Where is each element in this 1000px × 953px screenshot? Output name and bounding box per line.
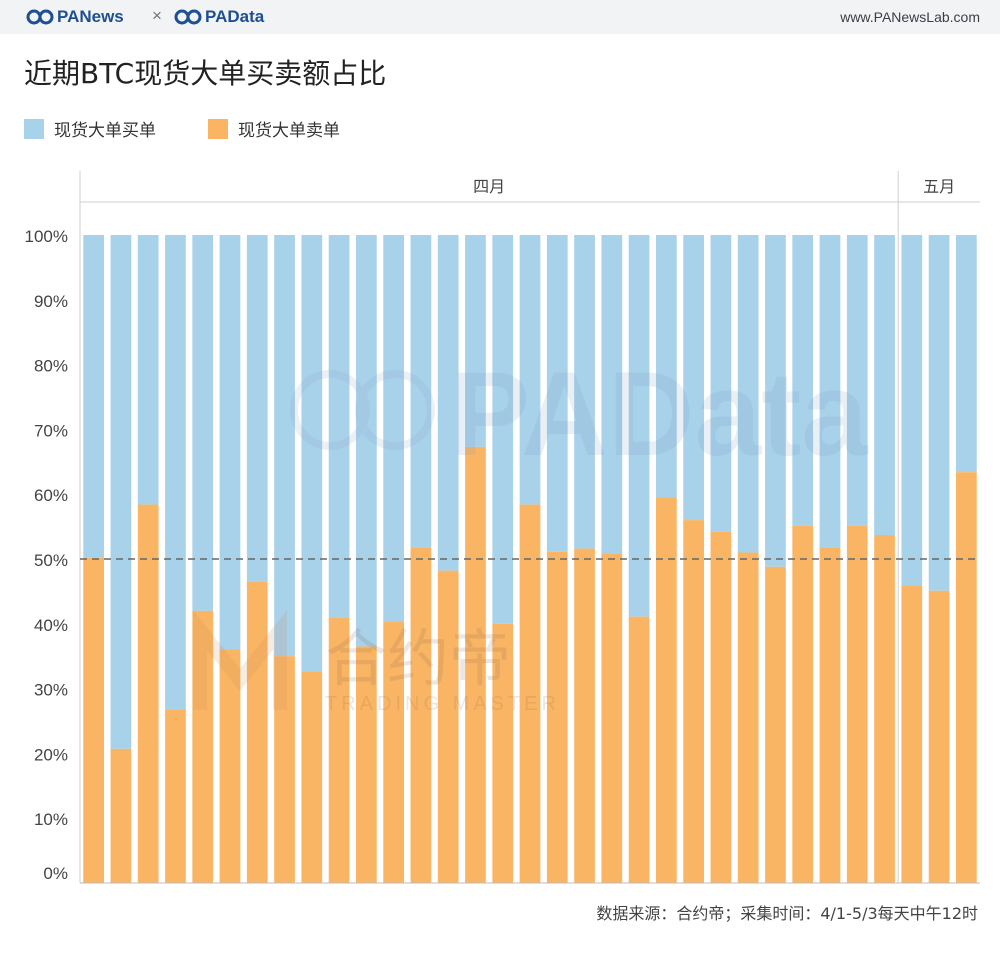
top-bar: PANews × PAData www.PANewsLab.com [0,0,1000,34]
brand-right-text: PAData [205,7,265,26]
bar-buy-4/15 [465,235,486,447]
bar-sell-4/28 [819,547,841,883]
bar-sell-4/4 [165,709,186,883]
padata-logo: PAData [174,7,264,27]
bar-sell-4/12 [383,621,404,883]
brand-separator: × [152,6,162,25]
bar-sell-4/3 [137,504,159,883]
y-tick-label-3: 70% [34,421,68,440]
bar-sell-4/14 [437,570,459,883]
y-tick-label-4: 60% [34,486,68,505]
bar-buy-4/9 [301,235,323,672]
y-tick-label-0: 100% [25,227,68,246]
bar-sell-5/1 [901,585,923,883]
bar-sell-4/9 [301,671,323,883]
bar-buy-4/30 [874,235,895,536]
bar-buy-4/29 [846,235,868,526]
bar-sell-4/2 [110,748,132,883]
bar-buy-4/28 [819,235,841,548]
bar-buy-5/1 [901,235,923,586]
bar-sell-4/25 [737,552,759,883]
legend-item-buy: 现货大单买单 [24,116,156,141]
legend-label-buy: 现货大单买单 [54,121,156,141]
bar-buy-4/23 [683,235,704,521]
bar-sell-4/17 [519,504,541,883]
legend-label-sell: 现货大单卖单 [238,121,340,141]
bar-buy-4/27 [792,235,814,526]
bar-sell-4/20 [601,553,623,883]
bar-sell-4/19 [574,548,595,883]
bar-buy-4/26 [765,235,786,567]
panews-logo: PANews [26,7,124,27]
legend-swatch-buy [24,118,44,139]
bar-sell-4/8 [274,656,295,883]
bar-buy-4/7 [246,235,268,582]
bar-sell-4/6 [219,649,241,883]
bar-sell-4/21 [628,616,650,883]
bar-buy-4/11 [356,235,377,647]
bar-buy-5/3 [956,235,977,473]
bar-buy-4/24 [710,235,732,532]
bar-sell-4/27 [792,525,814,883]
bar-sell-4/24 [710,531,732,883]
bar-buy-4/14 [437,235,459,571]
bar-sell-4/15 [465,446,486,883]
y-tick-label-2: 80% [34,357,68,376]
y-tick-label-6: 40% [34,616,68,635]
bar-buy-4/1 [83,235,104,558]
chart-title: 近期BTC现货大单买卖额占比 [24,57,387,90]
bar-sell-4/23 [683,520,704,883]
month-label-0: 四月 [473,177,505,196]
bar-sell-4/7 [246,581,268,883]
bar-buy-4/22 [656,235,677,498]
brand-left-text: PANews [57,7,124,26]
y-tick-label-5: 50% [34,551,68,570]
legend-swatch-sell [208,118,228,139]
y-tick-label-9: 10% [34,810,68,829]
bar-buy-4/21 [628,235,650,617]
padata-logo-icon [174,9,202,25]
site-url[interactable]: www.PANewsLab.com [840,9,980,25]
bar-sell-5/2 [928,590,950,883]
panews-logo-icon [26,9,54,25]
bar-sell-4/30 [874,535,895,883]
bar-sell-4/26 [765,566,786,883]
bar-buy-4/18 [546,235,568,552]
bar-sell-4/5 [192,610,214,883]
bar-buy-4/3 [137,235,159,505]
y-tick-label-10: 0% [43,864,68,883]
bar-buy-4/2 [110,235,132,749]
bar-buy-4/17 [519,235,541,505]
bar-sell-4/10 [328,617,350,883]
bar-buy-4/12 [383,235,404,622]
bar-sell-4/16 [492,623,514,883]
bar-buy-4/20 [601,235,623,554]
bar-sell-4/18 [546,551,568,883]
y-tick-label-8: 20% [34,745,68,764]
bar-buy-4/19 [574,235,595,549]
bar-sell-4/1 [83,557,104,883]
bar-sell-4/29 [846,525,868,883]
bar-buy-4/5 [192,235,214,611]
bar-buy-4/10 [328,235,350,618]
legend-item-sell: 现货大单卖单 [208,116,340,141]
bar-sell-4/13 [410,547,432,883]
month-label-1: 五月 [923,177,955,196]
bar-buy-5/2 [928,235,950,591]
bar-sell-4/22 [656,497,677,883]
bar-buy-4/6 [219,235,241,650]
bar-buy-4/25 [737,235,759,553]
source-note: 数据来源：合约帝；采集时间：4/1-5/3每天中午12时 [596,904,978,923]
y-tick-label-1: 90% [34,292,68,311]
bar-sell-5/3 [956,472,977,883]
bar-buy-4/13 [410,235,432,548]
bar-buy-4/8 [274,235,295,657]
y-tick-label-7: 30% [34,681,68,700]
bar-buy-4/4 [165,235,186,710]
bar-sell-4/11 [356,646,377,883]
bar-buy-4/16 [492,235,514,624]
